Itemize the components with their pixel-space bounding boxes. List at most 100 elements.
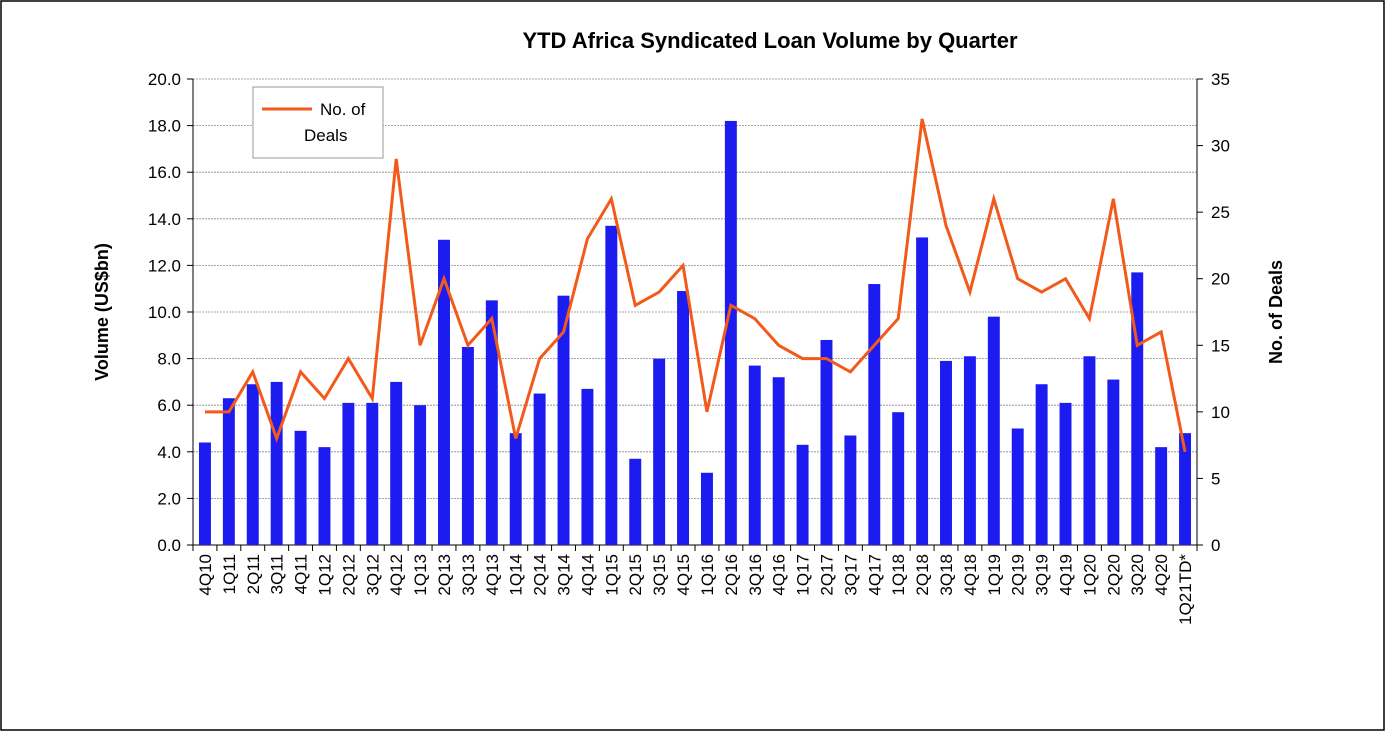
bar <box>198 442 211 545</box>
y-axis-label: Volume (US$bn) <box>92 243 112 381</box>
x-tick-label: 4Q14 <box>578 554 597 596</box>
x-tick-label: 3Q12 <box>363 554 382 596</box>
bar <box>1155 447 1168 545</box>
bar <box>987 316 1000 545</box>
bar <box>629 458 642 545</box>
x-tick-label: 2Q14 <box>531 554 550 596</box>
bar <box>533 393 546 545</box>
x-tick-label: 3Q16 <box>746 554 765 596</box>
y-tick-label: 2.0 <box>157 489 181 508</box>
x-tick-label: 1Q20 <box>1080 554 1099 596</box>
bar <box>1107 379 1120 545</box>
bar <box>438 239 450 545</box>
x-tick-label: 1Q13 <box>411 554 430 596</box>
x-tick-label: 2Q19 <box>1009 554 1028 596</box>
y2-tick-label: 25 <box>1211 203 1230 222</box>
x-tick-label: 4Q13 <box>483 554 502 596</box>
x-tick-label: 2Q18 <box>913 554 932 596</box>
y-tick-label: 10.0 <box>148 303 181 322</box>
y2-axis-label: No. of Deals <box>1266 260 1286 364</box>
bar <box>772 377 785 545</box>
y-tick-label: 4.0 <box>157 443 181 462</box>
bar <box>1083 356 1096 545</box>
x-tick-label: 1Q17 <box>794 554 813 596</box>
bar <box>270 381 283 545</box>
bar <box>222 398 235 545</box>
bar <box>318 447 331 545</box>
x-tick-label: 4Q16 <box>770 554 789 596</box>
y-tick-label: 6.0 <box>157 396 181 415</box>
x-tick-label: 2Q16 <box>722 554 741 596</box>
bar <box>892 412 905 545</box>
x-tick-label: 2Q13 <box>435 554 454 596</box>
x-tick-label: 2Q17 <box>817 554 836 596</box>
bar <box>796 444 809 545</box>
y2-tick-label: 15 <box>1211 336 1230 355</box>
y-tick-label: 14.0 <box>148 210 181 229</box>
x-tick-label: 4Q20 <box>1152 554 1171 596</box>
y-tick-label: 0.0 <box>157 536 181 555</box>
x-tick-label: 1Q21TD* <box>1176 554 1195 625</box>
x-tick-label: 1Q12 <box>315 554 334 596</box>
legend-label: No. of Deals <box>304 100 366 145</box>
y-tick-label: 8.0 <box>157 350 181 369</box>
x-tick-label: 1Q18 <box>889 554 908 596</box>
x-tick-label: 4Q17 <box>865 554 884 596</box>
bar <box>342 402 355 545</box>
x-tick-label: 4Q11 <box>292 554 311 594</box>
bar <box>1059 402 1072 545</box>
x-tick-label: 3Q19 <box>1033 554 1052 596</box>
bar <box>963 356 976 545</box>
bar <box>868 284 881 545</box>
y-tick-label: 20.0 <box>148 70 181 89</box>
bar <box>414 405 427 545</box>
bar <box>390 381 403 545</box>
x-tick-label: 2Q15 <box>626 554 645 596</box>
y-tick-label: 18.0 <box>148 117 181 136</box>
y2-tick-label: 5 <box>1211 469 1220 488</box>
y2-tick-label: 10 <box>1211 403 1230 422</box>
x-tick-label: 1Q14 <box>507 554 526 596</box>
y-tick-label: 12.0 <box>148 256 181 275</box>
y2-tick-label: 35 <box>1211 70 1230 89</box>
bar <box>509 433 522 545</box>
bar <box>916 237 929 545</box>
y-tick-label: 16.0 <box>148 163 181 182</box>
bar <box>581 388 594 545</box>
bar <box>1035 384 1048 545</box>
y2-tick-label: 0 <box>1211 536 1220 555</box>
x-tick-label: 1Q11 <box>220 554 239 594</box>
x-tick-label: 2Q11 <box>244 554 263 594</box>
bar <box>1179 433 1192 545</box>
x-tick-label: 2Q12 <box>339 554 358 596</box>
bar <box>844 435 857 545</box>
bar <box>653 358 666 545</box>
bar <box>1131 272 1144 545</box>
bar <box>461 346 474 545</box>
bar <box>294 430 307 545</box>
x-tick-label: 3Q20 <box>1128 554 1147 596</box>
x-tick-label: 4Q18 <box>961 554 980 596</box>
x-tick-label: 1Q15 <box>602 554 621 596</box>
bar <box>677 291 690 545</box>
bar <box>605 225 618 546</box>
bar <box>724 120 737 545</box>
bar <box>700 472 713 545</box>
x-tick-label: 3Q17 <box>841 554 860 596</box>
bar <box>1011 428 1024 545</box>
x-tick-label: 3Q14 <box>555 554 574 596</box>
x-tick-label: 3Q15 <box>650 554 669 596</box>
x-tick-label: 4Q15 <box>674 554 693 596</box>
y2-tick-label: 20 <box>1211 270 1230 289</box>
x-tick-label: 4Q10 <box>196 554 215 596</box>
x-tick-label: 4Q12 <box>387 554 406 596</box>
x-tick-label: 3Q11 <box>268 554 287 594</box>
bar <box>366 402 379 545</box>
bar <box>246 384 259 545</box>
x-tick-label: 2Q20 <box>1104 554 1123 596</box>
bar <box>748 365 761 545</box>
legend-box <box>252 86 384 159</box>
line <box>204 118 1187 453</box>
x-tick-label: 3Q13 <box>459 554 478 596</box>
